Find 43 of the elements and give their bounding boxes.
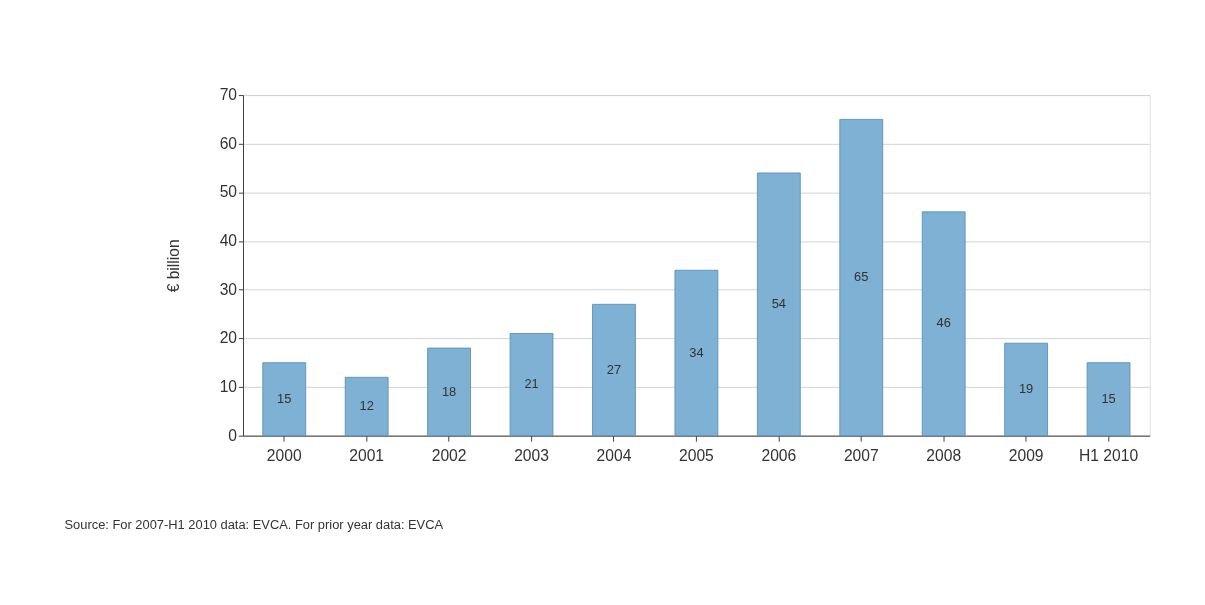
bar [921, 211, 966, 437]
x-tick-label: 2005 [679, 447, 715, 465]
bar [756, 172, 801, 437]
bar [1086, 362, 1131, 437]
bar [592, 303, 636, 437]
bar [509, 333, 554, 437]
data-label: 21 [524, 376, 539, 392]
x-tick-label: 2006 [761, 447, 797, 465]
data-label: 65 [854, 269, 869, 285]
data-label: 15 [1101, 390, 1116, 406]
x-tick-label: 2001 [349, 447, 385, 465]
y-tick-label: 0 [228, 426, 238, 444]
data-label: 54 [771, 296, 786, 311]
data-label: 12 [359, 398, 374, 414]
bar [344, 376, 389, 437]
data-label: 27 [606, 361, 622, 377]
y-tick-label: 10 [219, 378, 238, 396]
x-tick-label: 2000 [266, 447, 302, 465]
bar [1004, 342, 1049, 437]
y-tick-label: 20 [219, 329, 238, 347]
y-tick-label: 30 [219, 280, 238, 298]
data-label: 34 [689, 344, 704, 360]
x-tick-label: 2002 [431, 447, 467, 465]
y-axis-title: € billion [165, 239, 183, 293]
y-tick-label: 40 [219, 232, 238, 250]
bar [427, 347, 471, 437]
data-label: 46 [936, 315, 951, 331]
data-label: 18 [441, 383, 457, 399]
bar [262, 362, 307, 437]
bar [674, 269, 719, 437]
y-tick-label: 70 [219, 86, 238, 104]
data-label: 19 [1018, 381, 1034, 397]
bar [839, 118, 884, 437]
x-tick-label: 2009 [1008, 447, 1044, 465]
x-tick-label: 2007 [843, 447, 879, 465]
x-tick-label: 2003 [514, 447, 549, 465]
x-tick-label: 2008 [926, 447, 962, 465]
y-tick-label: 60 [219, 134, 238, 152]
y-tick-label: 50 [219, 183, 238, 201]
source-note: Source: For 2007-H1 2010 data: EVCA. For prior year data: EVCA [64, 516, 444, 532]
data-label: 15 [277, 390, 292, 406]
x-tick-label: H1 2010 [1079, 447, 1139, 465]
x-tick-label: 2004 [596, 447, 632, 465]
